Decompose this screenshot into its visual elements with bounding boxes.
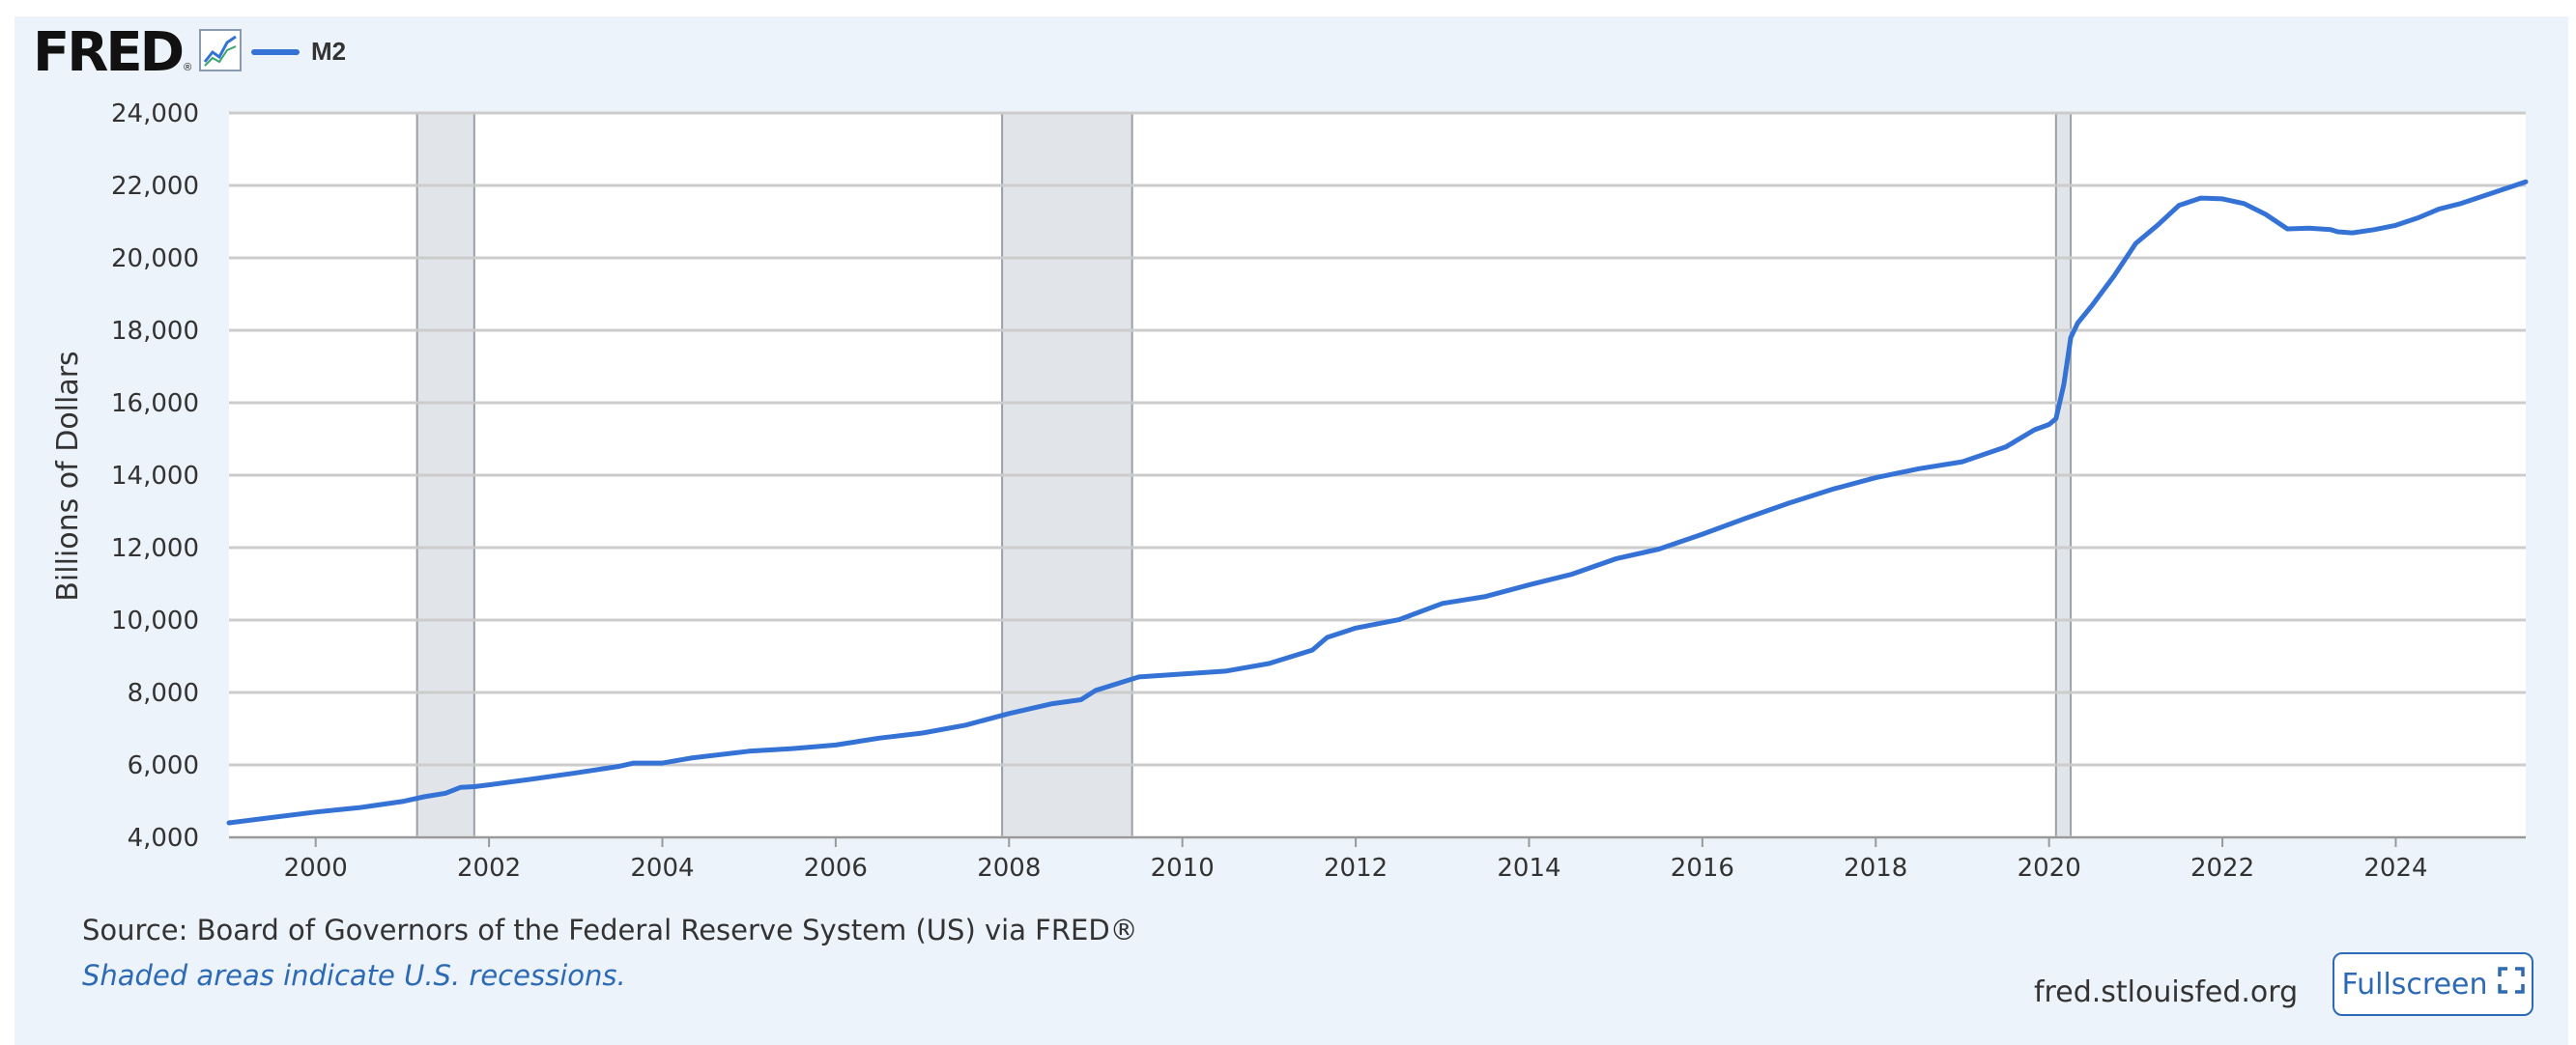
y-tick-label: 12,000 (111, 534, 199, 563)
y-tick-label: 24,000 (111, 99, 199, 128)
x-tick-label: 2022 (2190, 854, 2254, 883)
fullscreen-button[interactable]: Fullscreen (2333, 952, 2533, 1016)
x-tick-label: 2008 (977, 854, 1041, 883)
source-note: Source: Board of Governors of the Federa… (82, 914, 1138, 946)
x-tick-label: 2024 (2363, 854, 2427, 883)
legend: M2 (251, 37, 346, 67)
x-axis-ticks: 2000 2002 2004 2006 2008 2010 2012 2014 2016 2018… (229, 836, 2526, 883)
fred-logo[interactable]: FRED ® (33, 20, 243, 84)
y-tick-label: 18,000 (111, 317, 199, 346)
series-layer (226, 179, 2529, 826)
series-line-m2[interactable] (226, 179, 2529, 826)
y-axis-ticks: 4,000 6,000 8,000 10,000 12,000 14,000 16,000 1… (111, 99, 199, 853)
fred-logo-text: FRED (33, 20, 185, 84)
y-tick-label: 20,000 (111, 244, 199, 273)
y-tick-label: 10,000 (111, 607, 199, 635)
fullscreen-label: Fullscreen (2341, 967, 2488, 1002)
x-tick-label: 2012 (1324, 854, 1388, 883)
x-tick-label: 2016 (1671, 854, 1734, 883)
x-tick-label: 2010 (1151, 854, 1215, 883)
legend-swatch-m2 (251, 48, 300, 55)
y-tick-label: 22,000 (111, 172, 199, 201)
legend-label-m2: M2 (311, 37, 347, 66)
x-tick-label: 2002 (457, 854, 521, 883)
recession-note-link[interactable]: Shaded areas indicate U.S. recessions. (82, 959, 626, 992)
y-tick-label: 14,000 (111, 462, 199, 491)
site-url: fred.stlouisfed.org (2034, 975, 2299, 1009)
y-tick-label: 4,000 (128, 824, 199, 853)
expand-icon (2497, 967, 2525, 1002)
x-tick-label: 2004 (630, 854, 694, 883)
y-axis-label: Billions of Dollars (51, 351, 85, 601)
x-tick-label: 2014 (1497, 854, 1560, 883)
x-tick-label: 2020 (2018, 854, 2081, 883)
x-tick-label: 2006 (804, 854, 868, 883)
y-tick-label: 8,000 (128, 679, 199, 708)
line-chart-icon (199, 28, 243, 76)
y-tick-label: 6,000 (128, 751, 199, 780)
x-tick-label: 2018 (1844, 854, 1907, 883)
registered-mark: ® (184, 62, 192, 73)
y-tick-label: 16,000 (111, 389, 199, 418)
x-tick-label: 2000 (284, 854, 348, 883)
